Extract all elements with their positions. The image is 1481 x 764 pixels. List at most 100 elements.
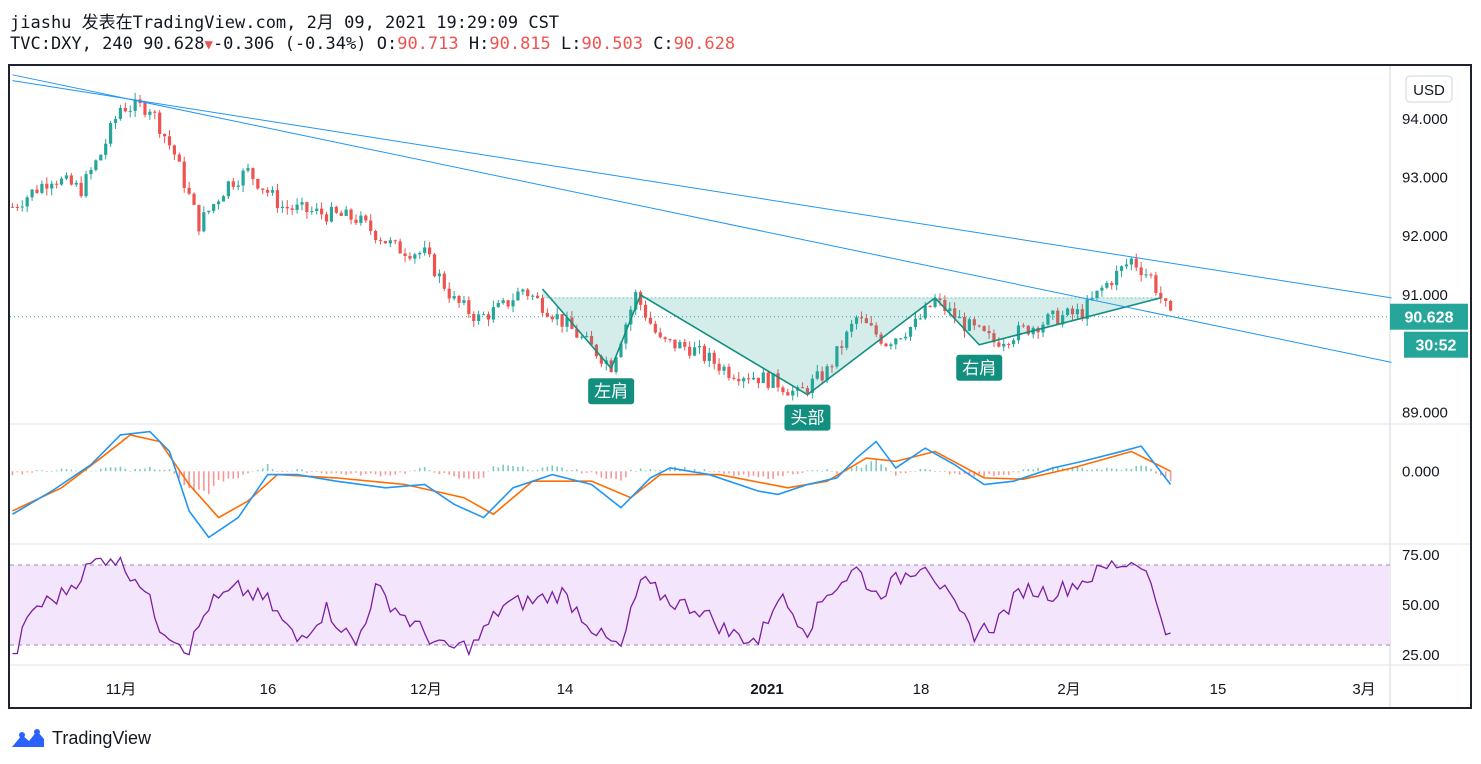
macd-histogram-bar <box>507 465 509 472</box>
macd-histogram-bar <box>595 471 598 475</box>
macd-histogram-bar <box>178 471 181 479</box>
candle-up <box>94 160 98 170</box>
tradingview-logo[interactable]: TradingView <box>10 724 151 752</box>
last-price-tag <box>1390 303 1468 330</box>
macd-histogram-bar <box>242 471 244 475</box>
candle-up <box>109 123 113 144</box>
candle-up <box>1016 325 1021 341</box>
macd-histogram-bar <box>625 471 627 478</box>
candle-down <box>859 317 864 319</box>
macd-histogram <box>11 459 1172 495</box>
candle-down <box>702 345 707 361</box>
candle-down <box>1159 292 1163 299</box>
macd-histogram-bar <box>1164 471 1167 477</box>
candle-down <box>1169 300 1173 311</box>
time-axis-label: 16 <box>260 681 277 698</box>
candle-up <box>30 189 34 198</box>
macd-histogram-bar <box>580 471 583 474</box>
macd-histogram-bar <box>629 469 632 472</box>
candle-up <box>477 314 481 322</box>
low-value: 90.503 <box>581 34 643 54</box>
candle-up <box>619 343 623 358</box>
macd-histogram-bar <box>1106 467 1108 472</box>
head-shoulders-fill <box>542 289 1161 395</box>
candle-up <box>1061 315 1065 325</box>
time-axis-label: 2021 <box>750 681 783 698</box>
macd-histogram-bar <box>144 468 146 472</box>
candle-up <box>113 118 118 124</box>
macd-histogram-bar <box>796 471 799 475</box>
macd-histogram-bar <box>531 470 534 472</box>
macd-histogram-bar <box>767 471 770 479</box>
macd-line <box>12 430 1172 539</box>
candle-down <box>45 183 49 189</box>
rsi-tick-label: 75.00 <box>1402 547 1440 564</box>
candle-down <box>290 208 294 210</box>
candle-down <box>540 298 545 313</box>
candle-up <box>565 317 569 327</box>
candle-down <box>447 288 451 299</box>
macd-histogram-bar <box>443 471 446 473</box>
candle-down <box>599 356 603 364</box>
macd-histogram-bar <box>998 471 1000 476</box>
macd-histogram-bar <box>1086 469 1088 472</box>
macd-histogram-bar <box>320 471 323 474</box>
macd-histogram-bar <box>870 461 873 472</box>
candle-down <box>874 325 878 335</box>
macd-histogram-bar <box>610 471 612 479</box>
macd-histogram-bar <box>502 464 505 472</box>
macd-histogram-bar <box>615 471 617 479</box>
macd-histogram-bar <box>198 471 200 490</box>
candle-up <box>585 335 589 337</box>
macd-histogram-bar <box>389 471 392 476</box>
candle-down <box>393 240 397 242</box>
macd-histogram-bar <box>487 470 490 472</box>
candle-up <box>742 378 746 382</box>
macd-histogram-bar <box>605 471 608 479</box>
candle-up <box>418 252 422 255</box>
high-value: 90.815 <box>489 34 551 54</box>
candle-up <box>825 366 829 381</box>
macd-histogram-bar <box>414 470 416 472</box>
macd-histogram-bar <box>409 470 411 472</box>
macd-histogram-bar <box>281 471 284 473</box>
macd-histogram-bar <box>1027 468 1030 472</box>
candle-down <box>339 212 343 216</box>
chart-frame[interactable] <box>8 64 1472 709</box>
candle-down <box>717 363 721 371</box>
price-tick-label: 92.000 <box>1402 228 1448 245</box>
macd-histogram-bar <box>448 471 451 475</box>
candle-down <box>442 273 446 289</box>
candle-down <box>324 214 329 222</box>
macd-histogram-bar <box>149 466 151 472</box>
macd-histogram-bar <box>894 471 897 476</box>
pattern-label-box <box>956 354 1003 381</box>
macd-histogram-bar <box>50 470 53 472</box>
macd-histogram-bar <box>899 471 902 474</box>
macd-histogram-bar <box>139 469 141 472</box>
pattern-label: 头部 <box>790 409 824 429</box>
macd-histogram-bar <box>718 471 720 473</box>
candle-up <box>692 347 697 356</box>
candle-up <box>634 292 638 310</box>
candle-down <box>364 215 368 221</box>
currency-label: USD <box>1413 82 1445 99</box>
candle-down <box>256 178 260 189</box>
candle-down <box>69 175 73 185</box>
candle-up <box>835 346 839 367</box>
candle-down <box>1164 298 1168 301</box>
candle-down <box>55 183 59 185</box>
candle-up <box>241 170 245 186</box>
candle-up <box>531 295 535 297</box>
macd-histogram-bar <box>1091 469 1093 472</box>
macd-histogram-bar <box>124 468 127 472</box>
macd-histogram-bar <box>173 471 176 474</box>
macd-histogram-bar <box>41 470 43 472</box>
macd-histogram-bar <box>576 469 578 472</box>
macd-histogram-bar <box>836 471 838 474</box>
candle-down <box>776 373 780 388</box>
candle-down <box>526 289 530 297</box>
candle-up <box>957 316 962 319</box>
open-value: 90.713 <box>397 34 459 54</box>
